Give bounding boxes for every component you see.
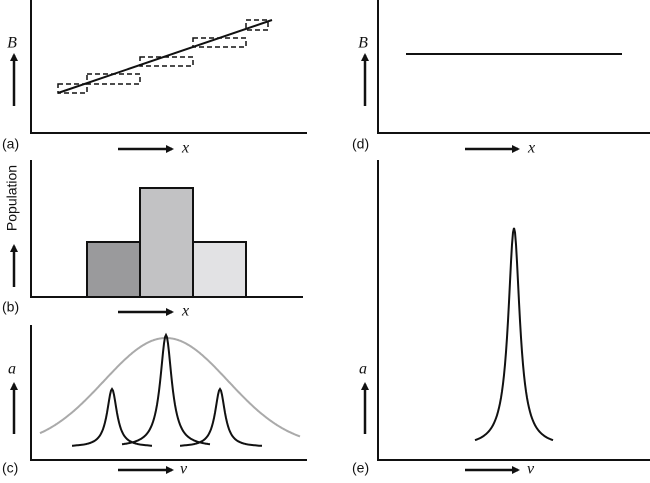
panel-d: B x (d)	[352, 0, 650, 157]
line-shape	[474, 227, 554, 442]
y-label: a	[8, 361, 16, 378]
panel-c: a ν (c)	[2, 325, 307, 478]
panel-label: (d)	[352, 136, 369, 152]
axes	[30, 325, 307, 461]
population-bar	[139, 187, 194, 298]
line-shape	[180, 387, 262, 447]
y-label: B	[358, 35, 368, 52]
x-label: ν	[527, 461, 535, 478]
y-label: Population	[4, 165, 20, 231]
population-bar	[192, 241, 247, 298]
panel-b: Population x (b)	[2, 160, 303, 320]
line-shape	[121, 332, 211, 446]
axes	[30, 0, 307, 134]
panel-label: (e)	[352, 460, 369, 476]
panel-label: (a)	[2, 136, 19, 152]
population-bar	[86, 241, 141, 298]
envelope-curve	[39, 337, 301, 438]
panel-label: (c)	[2, 460, 18, 476]
y-label: a	[359, 361, 367, 378]
line-shape	[72, 387, 152, 447]
x-label: ν	[180, 461, 188, 478]
step-boxes	[57, 19, 269, 94]
x-label: x	[527, 140, 535, 157]
panel-label: (b)	[2, 299, 19, 315]
x-label: x	[181, 140, 189, 157]
x-label: x	[181, 303, 189, 320]
axes	[377, 0, 650, 134]
panel-a: B x (a)	[2, 0, 307, 157]
y-label: B	[7, 35, 17, 52]
axes	[377, 160, 650, 461]
panel-e: a ν (e)	[352, 160, 650, 478]
